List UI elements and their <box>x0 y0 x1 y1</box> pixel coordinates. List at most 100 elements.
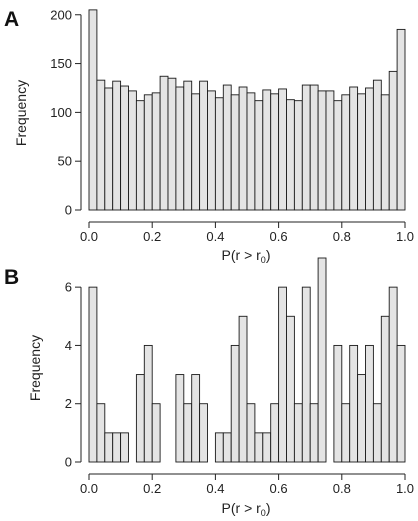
panel-b-bar-24 <box>278 286 287 463</box>
panel-a-y-ticks: 0 50 100 150 200 <box>50 7 81 218</box>
panel-b-bar-8 <box>151 403 161 463</box>
panel-a-letter: A <box>4 8 19 31</box>
panel-b-bar-31 <box>333 344 343 463</box>
panel-a-bar-35 <box>365 87 374 211</box>
panel-a-bar-33 <box>349 86 359 211</box>
panel-b-y-tick-label-2: 4 <box>65 338 72 353</box>
panel-b-bar-3 <box>112 432 122 463</box>
panel-b-bars <box>88 257 406 463</box>
panel-a-bar-28 <box>309 84 319 211</box>
panel-a-bar-34 <box>357 93 366 211</box>
panel-b-bar-2 <box>104 432 114 463</box>
panel-a-x-tick-label-5: 1.0 <box>396 229 414 244</box>
panel-a-bar-8 <box>151 92 161 211</box>
panel-b-bar-25 <box>286 315 295 463</box>
panel-a-x-tick-label-1: 0.2 <box>143 229 161 244</box>
panel-a-x-axis-title-subscript: 0 <box>261 255 266 265</box>
panel-a-y-tick-label-2: 100 <box>50 105 72 120</box>
panel-b-bar-20 <box>246 403 256 463</box>
panel-a-bar-7 <box>143 94 153 211</box>
panel-a-bar-10 <box>167 77 177 211</box>
panel-b-x-axis-title-subscript: 0 <box>261 508 266 518</box>
panel-b: B 0 2 4 6 0.0 0.2 0.4 0.6 0.8 1.0 Frequency P(r … <box>4 257 414 518</box>
panel-b-bar-34 <box>357 374 366 463</box>
panel-b-bar-35 <box>365 344 374 463</box>
panel-b-x-tick-label-3: 0.6 <box>270 481 288 496</box>
panel-a-bar-23 <box>270 93 280 211</box>
panel-b-bar-19 <box>238 315 248 463</box>
panel-b-x-tick-label-5: 1.0 <box>396 481 414 496</box>
panel-b-bar-18 <box>230 344 240 463</box>
panel-a-x-tick-label-3: 0.6 <box>270 229 288 244</box>
panel-a-bar-5 <box>128 90 137 211</box>
panel-b-x-axis-title-main: P(r > r <box>222 500 262 516</box>
panel-b-bar-13 <box>191 374 201 463</box>
panel-b-bar-16 <box>214 432 224 463</box>
panel-b-bar-0 <box>88 286 98 463</box>
panel-a-x-tick-label-0: 0.0 <box>80 229 98 244</box>
panel-a-x-axis-title-end: ) <box>266 247 271 263</box>
panel-a-x-ticks: 0.0 0.2 0.4 0.6 0.8 1.0 <box>80 222 414 244</box>
panel-a-bars <box>88 9 406 211</box>
panel-a-bar-4 <box>120 85 129 211</box>
panel-a-y-tick-label-4: 200 <box>50 7 72 22</box>
panel-b-bar-26 <box>293 403 303 463</box>
panel-b-x-ticks: 0.0 0.2 0.4 0.6 0.8 1.0 <box>80 474 414 496</box>
panel-a-bar-16 <box>214 97 224 211</box>
panel-a-bar-0 <box>88 9 98 211</box>
panel-b-bar-1 <box>96 403 106 463</box>
panel-a-bar-1 <box>96 79 106 211</box>
panel-b-x-tick-label-4: 0.8 <box>333 481 351 496</box>
panel-a-bar-32 <box>341 94 351 211</box>
panel-a-bar-31 <box>333 100 343 211</box>
panel-a-bar-12 <box>183 80 193 211</box>
panel-b-bar-21 <box>254 432 264 463</box>
panel-a-bar-22 <box>262 89 272 211</box>
panel-a-bar-37 <box>380 94 390 211</box>
panel-a-bar-6 <box>135 100 145 211</box>
panel-a-bar-29 <box>317 90 327 211</box>
panel-b-bar-37 <box>380 315 390 463</box>
panel-a-bar-15 <box>207 90 216 211</box>
panel-b-y-axis-title: Frequency <box>27 335 43 401</box>
panel-a-x-tick-label-2: 0.4 <box>206 229 224 244</box>
panel-a-bar-18 <box>230 94 240 211</box>
panel-a-bar-30 <box>325 90 335 211</box>
panel-b-bar-11 <box>175 374 185 463</box>
panel-a-bar-39 <box>396 28 406 211</box>
panel-a: A 0 50 100 150 200 0.0 0.2 0.4 0.6 0.8 1.0 Freque… <box>4 7 414 265</box>
panel-b-bar-33 <box>349 344 359 463</box>
panel-b-bar-36 <box>372 403 382 463</box>
panel-a-bar-26 <box>293 100 303 211</box>
panel-b-bar-27 <box>301 286 311 463</box>
panel-b-bar-28 <box>309 403 319 463</box>
panel-a-y-axis-title: Frequency <box>13 80 29 146</box>
panel-b-y-tick-label-0: 0 <box>65 455 72 470</box>
panel-a-bar-27 <box>301 84 311 211</box>
panel-a-bar-25 <box>286 99 295 211</box>
panel-b-bar-6 <box>135 374 145 463</box>
panel-b-y-tick-label-1: 2 <box>65 396 72 411</box>
panel-b-bar-12 <box>183 403 193 463</box>
panel-a-x-axis-title: P(r > r0) <box>222 247 271 265</box>
panel-b-x-axis-title: P(r > r0) <box>222 500 271 518</box>
panel-b-bar-39 <box>396 344 406 463</box>
panel-a-bar-13 <box>191 93 201 211</box>
panel-a-bar-17 <box>222 84 232 211</box>
panel-b-y-tick-label-3: 6 <box>65 280 72 295</box>
panel-a-bar-36 <box>372 79 382 211</box>
panel-b-bar-14 <box>199 403 208 463</box>
panel-a-bar-14 <box>199 80 208 211</box>
panel-a-bar-20 <box>246 92 256 211</box>
panel-b-x-tick-label-1: 0.2 <box>143 481 161 496</box>
panel-a-bar-19 <box>238 86 248 211</box>
panel-b-bar-17 <box>222 432 232 463</box>
panel-b-bar-4 <box>120 432 129 463</box>
panel-b-bar-38 <box>388 286 398 463</box>
panel-a-bar-9 <box>159 75 169 211</box>
panel-b-y-ticks: 0 2 4 6 <box>65 280 81 470</box>
panel-b-bar-7 <box>143 344 153 463</box>
panel-a-bar-3 <box>112 80 122 211</box>
panel-a-x-axis-title-main: P(r > r <box>222 247 262 263</box>
